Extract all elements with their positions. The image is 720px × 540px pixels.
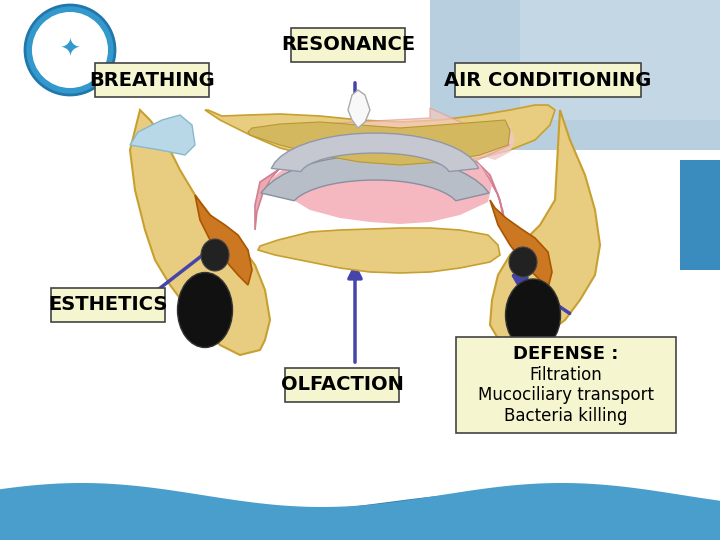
FancyBboxPatch shape <box>50 288 166 322</box>
Polygon shape <box>400 120 515 160</box>
FancyBboxPatch shape <box>94 63 210 97</box>
Polygon shape <box>130 115 195 155</box>
FancyBboxPatch shape <box>430 0 720 150</box>
Polygon shape <box>271 133 479 172</box>
FancyBboxPatch shape <box>291 28 405 62</box>
Text: DEFENSE :: DEFENSE : <box>513 345 618 363</box>
Circle shape <box>32 12 108 88</box>
Ellipse shape <box>509 247 537 277</box>
Polygon shape <box>261 155 489 201</box>
Text: ESTHETICS: ESTHETICS <box>48 295 168 314</box>
Polygon shape <box>0 492 720 540</box>
Polygon shape <box>205 105 555 166</box>
Polygon shape <box>300 108 510 182</box>
Ellipse shape <box>201 239 229 271</box>
Polygon shape <box>490 110 600 347</box>
FancyBboxPatch shape <box>455 63 641 97</box>
Text: Filtration: Filtration <box>530 366 603 383</box>
Polygon shape <box>255 125 505 230</box>
Polygon shape <box>0 483 720 540</box>
Polygon shape <box>490 200 552 288</box>
FancyBboxPatch shape <box>680 160 720 270</box>
Polygon shape <box>268 135 492 224</box>
FancyBboxPatch shape <box>520 0 720 120</box>
Text: Mucociliary transport: Mucociliary transport <box>478 387 654 404</box>
Polygon shape <box>130 110 270 355</box>
Polygon shape <box>348 90 370 128</box>
Circle shape <box>25 5 115 95</box>
Text: OLFACTION: OLFACTION <box>281 375 403 395</box>
Text: ✦: ✦ <box>60 38 81 62</box>
FancyBboxPatch shape <box>284 368 400 402</box>
Text: AIR CONDITIONING: AIR CONDITIONING <box>444 71 652 90</box>
Text: Bacteria killing: Bacteria killing <box>504 407 628 425</box>
Polygon shape <box>248 120 510 165</box>
Polygon shape <box>195 195 252 285</box>
Text: RESONANCE: RESONANCE <box>281 36 415 55</box>
Ellipse shape <box>505 279 560 351</box>
Ellipse shape <box>178 273 233 348</box>
Polygon shape <box>258 228 500 273</box>
FancyBboxPatch shape <box>456 338 676 433</box>
Text: BREATHING: BREATHING <box>89 71 215 90</box>
